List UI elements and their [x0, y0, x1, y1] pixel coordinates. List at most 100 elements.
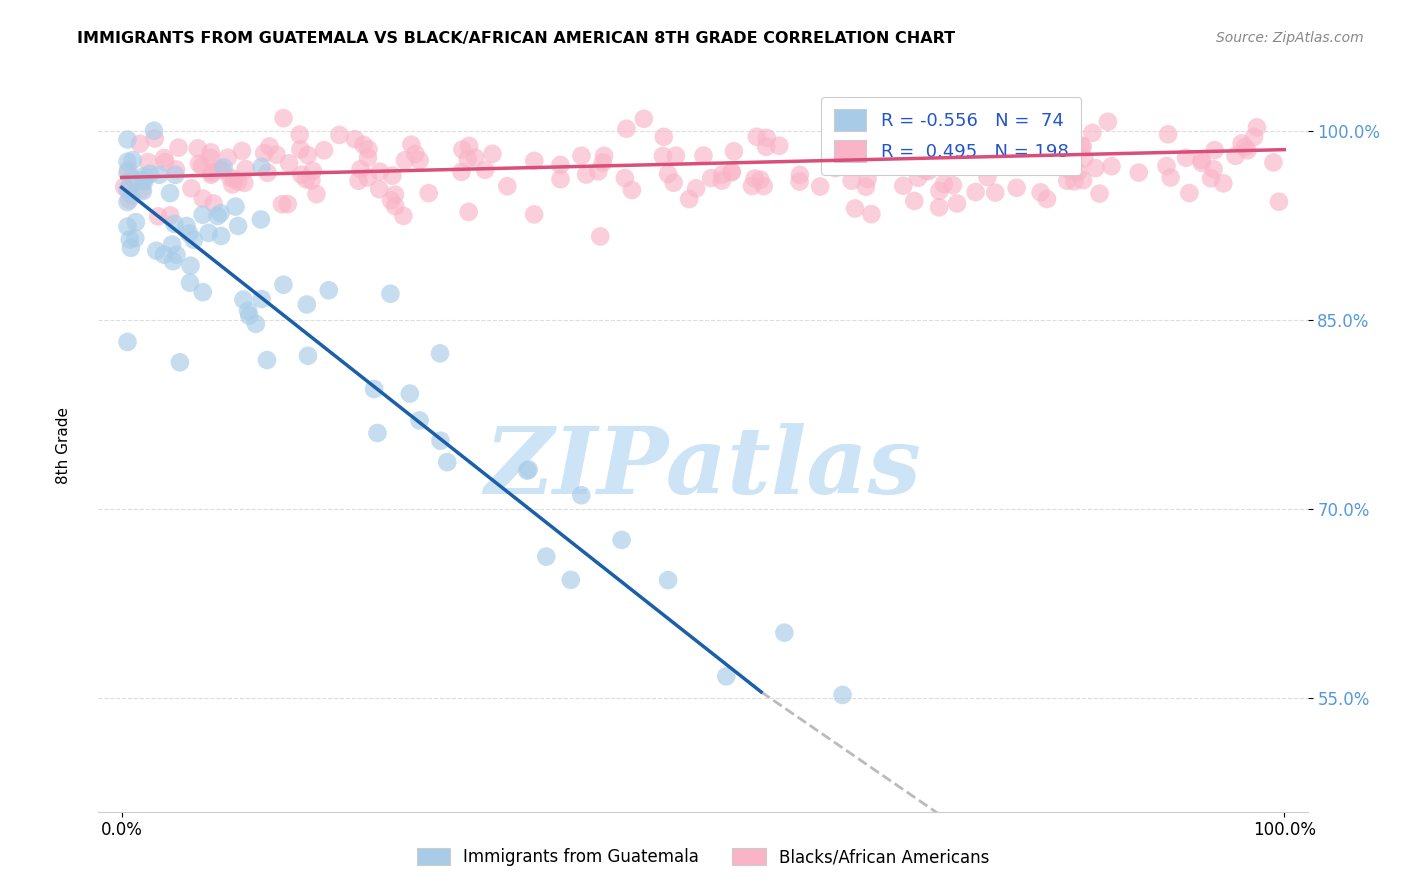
Point: [1191, 153, 1213, 167]
Point: [651, 149, 673, 163]
Point: [616, 121, 638, 136]
Point: [948, 140, 970, 154]
Point: [179, 259, 201, 273]
Point: [235, 161, 257, 176]
Point: [290, 168, 312, 182]
Point: [589, 229, 612, 244]
Point: [295, 297, 318, 311]
Point: [1199, 171, 1222, 186]
Point: [1175, 151, 1198, 165]
Point: [132, 172, 155, 186]
Point: [1071, 173, 1094, 187]
Point: [117, 162, 139, 177]
Legend: R = -0.556   N =  74, R =  0.495   N = 198: R = -0.556 N = 74, R = 0.495 N = 198: [821, 96, 1081, 175]
Point: [224, 172, 246, 186]
Point: [418, 186, 440, 201]
Point: [932, 177, 955, 191]
Point: [457, 152, 479, 166]
Point: [384, 199, 406, 213]
Point: [165, 168, 187, 182]
Point: [450, 165, 472, 179]
Point: [755, 131, 778, 145]
Point: [290, 142, 312, 156]
Point: [277, 197, 299, 211]
Point: [716, 669, 738, 683]
Point: [179, 227, 201, 241]
Point: [132, 169, 155, 184]
Point: [1178, 186, 1201, 200]
Point: [588, 164, 610, 178]
Point: [979, 111, 1001, 125]
Point: [212, 161, 235, 175]
Point: [856, 172, 879, 186]
Point: [165, 162, 187, 177]
Text: IMMIGRANTS FROM GUATEMALA VS BLACK/AFRICAN AMERICAN 8TH GRADE CORRELATION CHART: IMMIGRANTS FROM GUATEMALA VS BLACK/AFRIC…: [77, 31, 956, 46]
Point: [250, 160, 273, 174]
Point: [995, 152, 1018, 166]
Point: [939, 155, 962, 169]
Point: [917, 164, 939, 178]
Point: [145, 244, 167, 258]
Point: [755, 140, 778, 154]
Point: [1063, 139, 1085, 153]
Point: [134, 175, 156, 189]
Point: [1097, 114, 1119, 128]
Point: [593, 149, 616, 163]
Point: [125, 215, 148, 229]
Point: [657, 167, 679, 181]
Point: [1263, 155, 1285, 169]
Point: [236, 303, 259, 318]
Point: [830, 142, 852, 156]
Point: [224, 200, 246, 214]
Point: [824, 161, 846, 176]
Point: [132, 184, 155, 198]
Point: [273, 277, 295, 292]
Point: [191, 192, 214, 206]
Point: [343, 132, 366, 146]
Point: [613, 171, 636, 186]
Point: [117, 166, 139, 180]
Point: [191, 208, 214, 222]
Point: [148, 168, 170, 182]
Point: [1157, 128, 1180, 142]
Point: [1005, 181, 1028, 195]
Point: [180, 181, 202, 195]
Point: [201, 166, 224, 180]
Point: [943, 140, 966, 154]
Point: [380, 194, 402, 208]
Point: [231, 144, 253, 158]
Point: [710, 173, 733, 187]
Point: [121, 153, 143, 168]
Point: [250, 212, 273, 227]
Point: [226, 175, 249, 189]
Point: [789, 175, 811, 189]
Point: [299, 173, 322, 187]
Point: [773, 625, 796, 640]
Point: [295, 172, 318, 186]
Point: [1056, 174, 1078, 188]
Point: [436, 455, 458, 469]
Point: [744, 171, 766, 186]
Point: [1191, 156, 1213, 170]
Point: [347, 174, 370, 188]
Point: [685, 181, 707, 195]
Point: [1081, 126, 1104, 140]
Point: [1063, 174, 1085, 188]
Point: [153, 151, 176, 165]
Point: [1160, 170, 1182, 185]
Point: [155, 155, 177, 169]
Point: [741, 179, 763, 194]
Point: [851, 129, 873, 144]
Point: [808, 179, 831, 194]
Point: [523, 153, 546, 168]
Point: [200, 145, 222, 160]
Point: [297, 349, 319, 363]
Point: [166, 248, 188, 262]
Point: [752, 179, 775, 194]
Point: [1246, 120, 1268, 135]
Point: [865, 139, 887, 153]
Point: [131, 183, 153, 197]
Point: [1225, 149, 1247, 163]
Point: [550, 158, 572, 172]
Point: [665, 148, 688, 162]
